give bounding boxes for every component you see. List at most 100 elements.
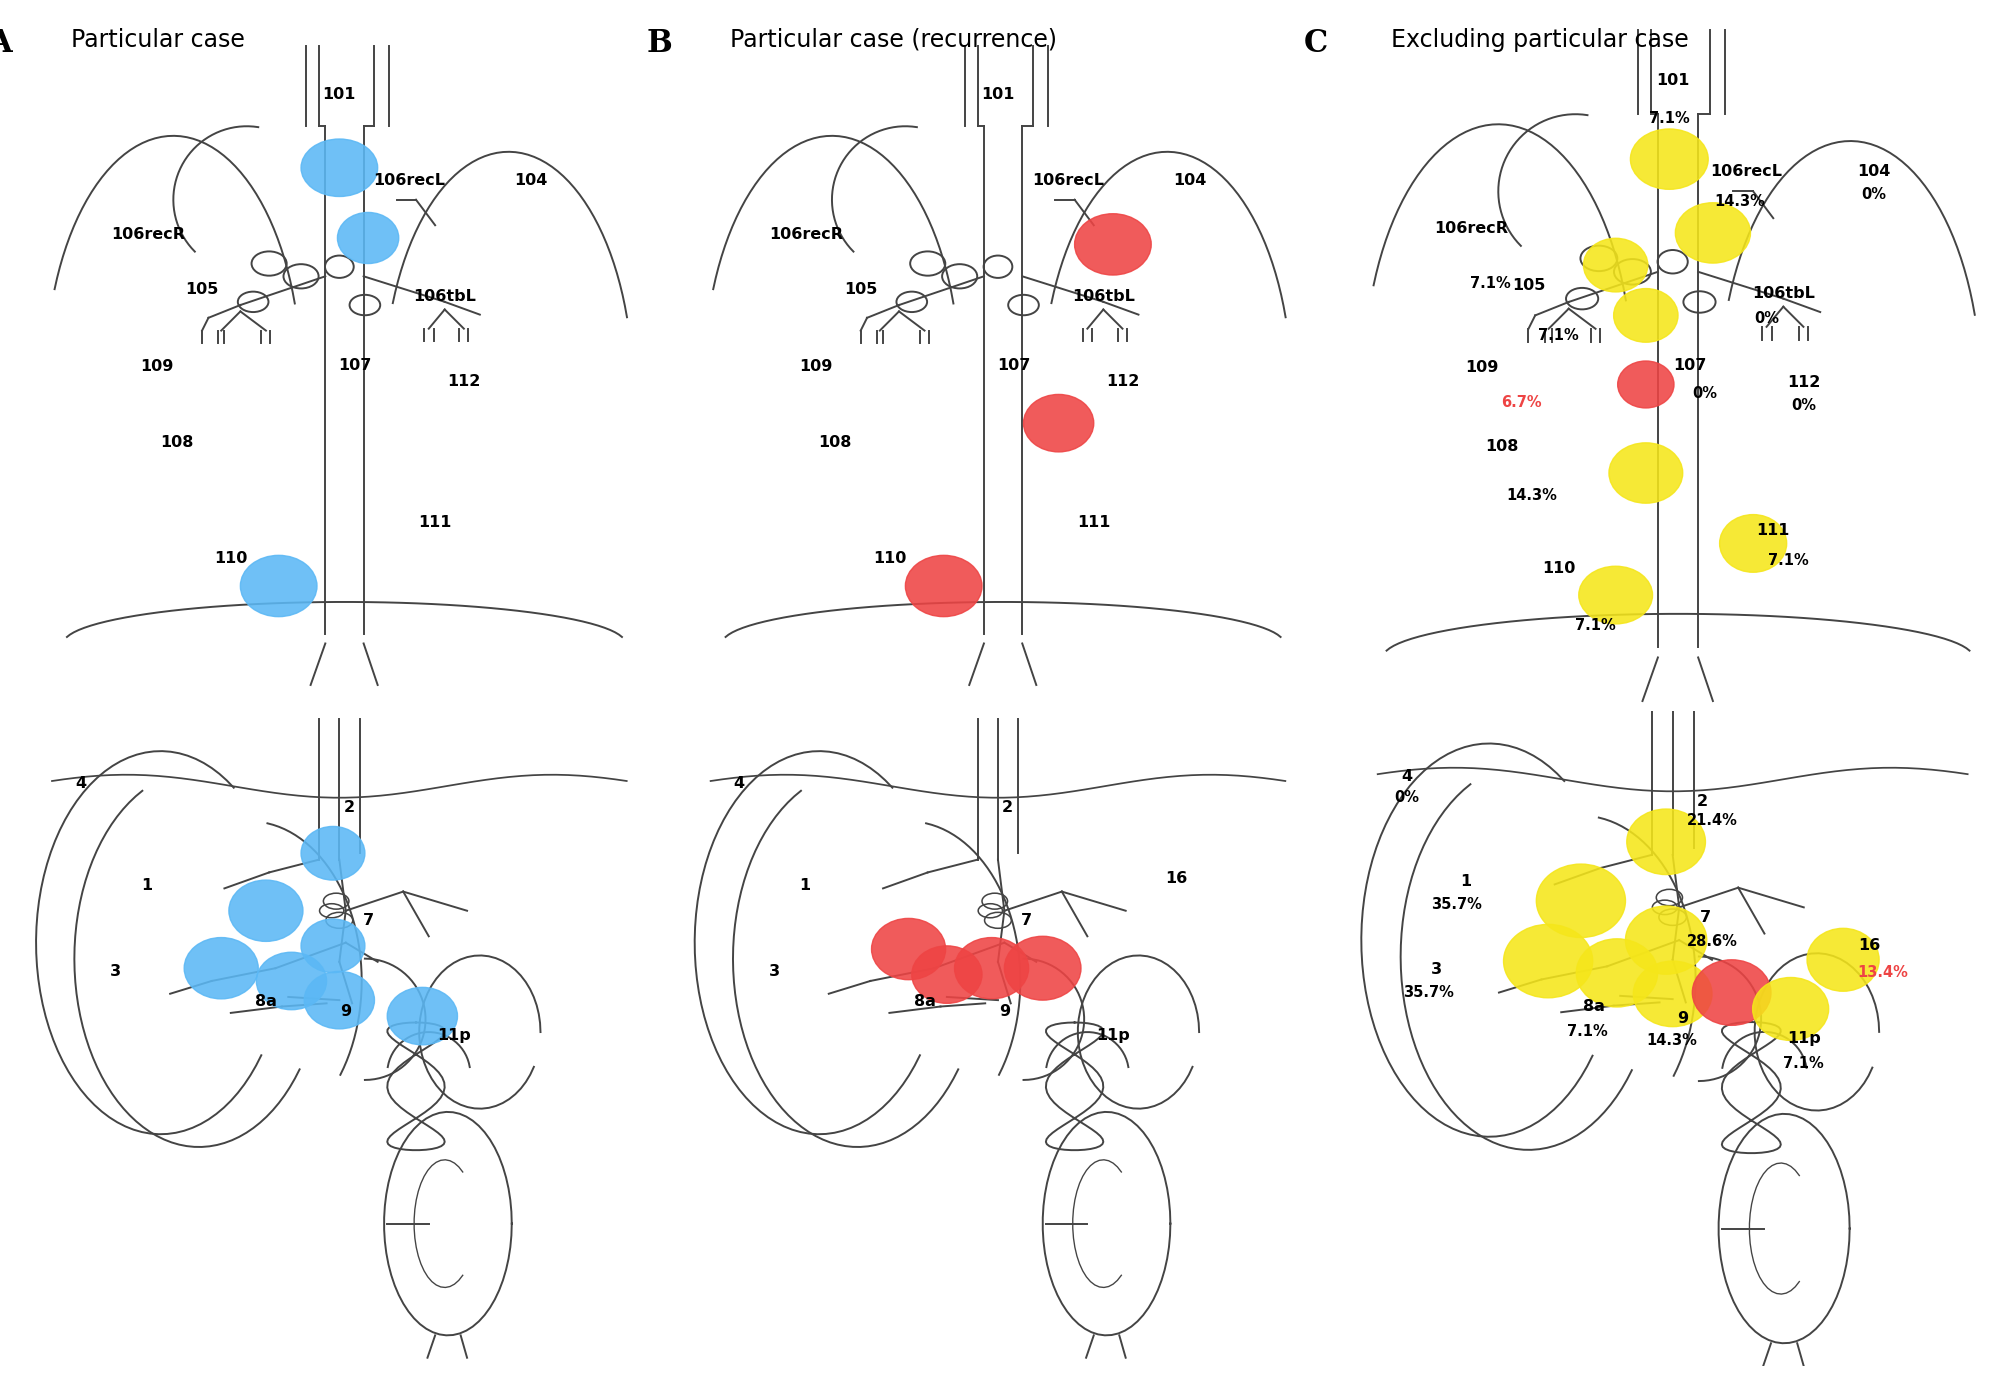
Text: B: B — [646, 28, 672, 58]
Ellipse shape — [1626, 809, 1704, 875]
Text: 111: 111 — [1756, 523, 1788, 538]
Text: 11p: 11p — [1096, 1028, 1130, 1043]
Ellipse shape — [1718, 515, 1786, 573]
Text: 106recR: 106recR — [769, 228, 843, 243]
Text: 101: 101 — [1656, 73, 1688, 88]
Text: 0%: 0% — [1860, 188, 1885, 203]
Text: 104: 104 — [1856, 164, 1891, 178]
Text: 9: 9 — [997, 1005, 1010, 1020]
Text: 104: 104 — [514, 172, 548, 188]
Text: 7.1%: 7.1% — [1648, 112, 1688, 127]
Text: 7: 7 — [1022, 912, 1032, 927]
Text: 105: 105 — [1511, 277, 1545, 293]
Ellipse shape — [1004, 936, 1080, 1000]
Ellipse shape — [229, 880, 303, 941]
Text: 7: 7 — [1700, 909, 1710, 925]
Text: 9: 9 — [1676, 1012, 1688, 1027]
Text: Particular case (recurrence): Particular case (recurrence) — [729, 28, 1056, 51]
Text: 110: 110 — [1541, 560, 1575, 575]
Text: 7.1%: 7.1% — [1766, 553, 1808, 567]
Ellipse shape — [1503, 925, 1592, 998]
Text: 14.3%: 14.3% — [1505, 489, 1557, 504]
Text: Excluding particular case: Excluding particular case — [1391, 28, 1688, 51]
Text: 106tbL: 106tbL — [1072, 290, 1134, 304]
Ellipse shape — [1674, 203, 1750, 264]
Text: 9: 9 — [339, 1005, 351, 1020]
Ellipse shape — [911, 945, 981, 1003]
Text: 106recR: 106recR — [110, 228, 185, 243]
Ellipse shape — [1624, 907, 1706, 974]
Text: 7.1%: 7.1% — [1537, 328, 1578, 344]
Text: 101: 101 — [981, 87, 1014, 102]
Text: 35.7%: 35.7% — [1431, 897, 1481, 912]
Text: 3: 3 — [110, 963, 120, 978]
Text: 0%: 0% — [1395, 789, 1419, 805]
Text: 107: 107 — [1672, 359, 1706, 373]
Text: 7.1%: 7.1% — [1469, 276, 1509, 291]
Text: 16: 16 — [1164, 871, 1188, 886]
Text: 109: 109 — [799, 359, 833, 374]
Text: 8a: 8a — [255, 994, 277, 1009]
Text: 106recR: 106recR — [1433, 221, 1507, 236]
Text: 107: 107 — [997, 359, 1030, 373]
Ellipse shape — [301, 919, 365, 973]
Text: 0%: 0% — [1754, 312, 1778, 326]
Text: 3: 3 — [1431, 962, 1441, 977]
Ellipse shape — [1806, 929, 1879, 991]
Text: 7.1%: 7.1% — [1782, 1056, 1822, 1071]
Ellipse shape — [1578, 566, 1652, 624]
Ellipse shape — [1630, 128, 1708, 189]
Ellipse shape — [1024, 395, 1094, 451]
Text: 112: 112 — [1786, 375, 1818, 391]
Text: 1: 1 — [140, 878, 153, 893]
Text: A: A — [0, 28, 12, 58]
Text: 3: 3 — [769, 963, 779, 978]
Text: 7.1%: 7.1% — [1573, 618, 1616, 633]
Ellipse shape — [905, 555, 981, 617]
Text: 107: 107 — [339, 359, 371, 373]
Text: 14.3%: 14.3% — [1646, 1032, 1696, 1047]
Text: 0%: 0% — [1692, 385, 1716, 400]
Text: 4: 4 — [733, 776, 745, 791]
Text: 108: 108 — [161, 435, 193, 450]
Text: 106recL: 106recL — [373, 172, 446, 188]
Text: 2: 2 — [1696, 793, 1706, 809]
Ellipse shape — [1752, 977, 1828, 1041]
Text: 106recL: 106recL — [1710, 164, 1782, 178]
Text: 108: 108 — [819, 435, 851, 450]
Text: 111: 111 — [1076, 515, 1110, 530]
Text: 108: 108 — [1485, 439, 1517, 454]
Ellipse shape — [1074, 214, 1150, 275]
Text: 16: 16 — [1856, 938, 1879, 952]
Ellipse shape — [257, 952, 327, 1010]
Ellipse shape — [1608, 443, 1682, 504]
Text: 105: 105 — [185, 282, 219, 297]
Ellipse shape — [301, 139, 377, 196]
Text: 106tbL: 106tbL — [413, 290, 476, 304]
Text: 21.4%: 21.4% — [1686, 813, 1736, 828]
Text: 7.1%: 7.1% — [1565, 1024, 1608, 1039]
Text: 112: 112 — [448, 374, 480, 389]
Text: 106recL: 106recL — [1032, 172, 1104, 188]
Ellipse shape — [1632, 960, 1712, 1027]
Ellipse shape — [1692, 960, 1770, 1025]
Text: 101: 101 — [323, 87, 355, 102]
Text: 4: 4 — [1401, 769, 1413, 784]
Ellipse shape — [1575, 938, 1656, 1007]
Text: 110: 110 — [215, 551, 247, 566]
Text: 8a: 8a — [1582, 999, 1604, 1014]
Ellipse shape — [871, 919, 945, 980]
Text: 14.3%: 14.3% — [1714, 193, 1764, 208]
Ellipse shape — [1618, 362, 1674, 408]
Ellipse shape — [305, 972, 373, 1029]
Text: 0%: 0% — [1790, 399, 1814, 414]
Text: 1: 1 — [799, 878, 811, 893]
Text: 13.4%: 13.4% — [1856, 966, 1907, 980]
Ellipse shape — [1614, 288, 1678, 342]
Text: 11p: 11p — [1786, 1031, 1820, 1046]
Text: 104: 104 — [1172, 172, 1206, 188]
Ellipse shape — [241, 555, 317, 617]
Ellipse shape — [337, 213, 399, 264]
Ellipse shape — [185, 937, 259, 999]
Text: 35.7%: 35.7% — [1403, 985, 1453, 1000]
